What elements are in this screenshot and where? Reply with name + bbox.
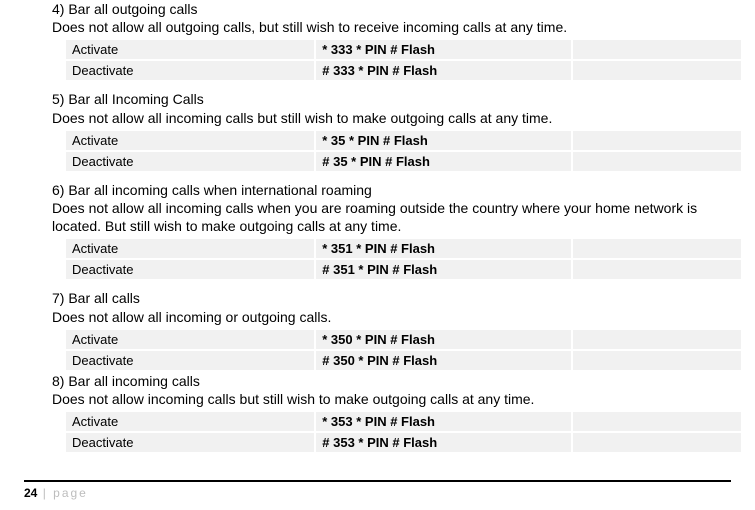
- table-row: Deactivate # 350 * PIN # Flash: [66, 351, 741, 370]
- section-description: Does not allow all incoming calls when y…: [52, 199, 731, 235]
- row-code: * 351 * PIN # Flash: [316, 239, 571, 258]
- section-title: 4) Bar all outgoing calls: [52, 0, 731, 18]
- row-blank: [573, 260, 741, 279]
- page-number: 24: [24, 486, 37, 500]
- codes-table: Activate * 333 * PIN # Flash Deactivate …: [64, 38, 743, 82]
- section-title: 7) Bar all calls: [52, 289, 731, 307]
- table-row: Activate * 35 * PIN # Flash: [66, 131, 741, 150]
- page-footer: 24 | page: [24, 480, 731, 500]
- codes-table: Activate * 350 * PIN # Flash Deactivate …: [64, 328, 743, 372]
- row-blank: [573, 351, 741, 370]
- section-5: 5) Bar all Incoming Calls Does not allow…: [52, 90, 731, 172]
- section-6: 6) Bar all incoming calls when internati…: [52, 181, 731, 282]
- row-label: Deactivate: [66, 433, 314, 452]
- row-code: # 351 * PIN # Flash: [316, 260, 571, 279]
- row-code: * 353 * PIN # Flash: [316, 412, 571, 431]
- row-code: # 353 * PIN # Flash: [316, 433, 571, 452]
- row-blank: [573, 40, 741, 59]
- table-row: Activate * 350 * PIN # Flash: [66, 330, 741, 349]
- section-title: 6) Bar all incoming calls when internati…: [52, 181, 731, 199]
- section-description: Does not allow all outgoing calls, but s…: [52, 18, 731, 36]
- section-7: 7) Bar all calls Does not allow all inco…: [52, 289, 731, 371]
- row-blank: [573, 433, 741, 452]
- table-row: Activate * 353 * PIN # Flash: [66, 412, 741, 431]
- section-description: Does not allow all incoming or outgoing …: [52, 308, 731, 326]
- row-code: * 333 * PIN # Flash: [316, 40, 571, 59]
- section-8: 8) Bar all incoming calls Does not allow…: [52, 372, 731, 454]
- row-label: Activate: [66, 412, 314, 431]
- row-code: # 333 * PIN # Flash: [316, 61, 571, 80]
- row-code: # 35 * PIN # Flash: [316, 152, 571, 171]
- page: 4) Bar all outgoing calls Does not allow…: [0, 0, 755, 466]
- codes-table: Activate * 351 * PIN # Flash Deactivate …: [64, 237, 743, 281]
- row-label: Activate: [66, 40, 314, 59]
- footer-label: page: [53, 486, 88, 500]
- row-blank: [573, 152, 741, 171]
- row-blank: [573, 131, 741, 150]
- section-4: 4) Bar all outgoing calls Does not allow…: [52, 0, 731, 82]
- section-description: Does not allow all incoming calls but st…: [52, 109, 731, 127]
- table-row: Deactivate # 35 * PIN # Flash: [66, 152, 741, 171]
- footer-sep: |: [37, 486, 53, 500]
- row-blank: [573, 239, 741, 258]
- table-row: Activate * 351 * PIN # Flash: [66, 239, 741, 258]
- row-label: Deactivate: [66, 61, 314, 80]
- row-label: Deactivate: [66, 152, 314, 171]
- codes-table: Activate * 35 * PIN # Flash Deactivate #…: [64, 129, 743, 173]
- row-code: * 350 * PIN # Flash: [316, 330, 571, 349]
- codes-table: Activate * 353 * PIN # Flash Deactivate …: [64, 410, 743, 454]
- row-code: # 350 * PIN # Flash: [316, 351, 571, 370]
- row-blank: [573, 412, 741, 431]
- table-row: Activate * 333 * PIN # Flash: [66, 40, 741, 59]
- row-blank: [573, 61, 741, 80]
- row-label: Deactivate: [66, 260, 314, 279]
- section-title: 8) Bar all incoming calls: [52, 372, 731, 390]
- row-label: Activate: [66, 131, 314, 150]
- section-title: 5) Bar all Incoming Calls: [52, 90, 731, 108]
- table-row: Deactivate # 351 * PIN # Flash: [66, 260, 741, 279]
- row-label: Activate: [66, 239, 314, 258]
- row-label: Deactivate: [66, 351, 314, 370]
- row-blank: [573, 330, 741, 349]
- section-description: Does not allow incoming calls but still …: [52, 390, 731, 408]
- table-row: Deactivate # 333 * PIN # Flash: [66, 61, 741, 80]
- row-code: * 35 * PIN # Flash: [316, 131, 571, 150]
- table-row: Deactivate # 353 * PIN # Flash: [66, 433, 741, 452]
- row-label: Activate: [66, 330, 314, 349]
